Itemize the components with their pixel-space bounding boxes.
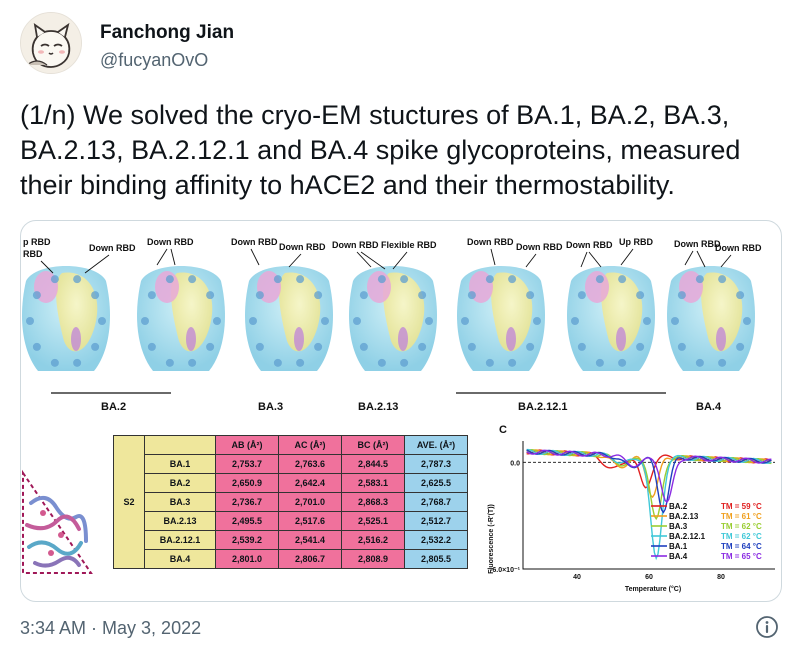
y-tick-label: 0.0: [510, 460, 520, 467]
table-row: BA.1 2,753.7 2,763.6 2,844.5 2,787.3: [114, 454, 468, 474]
tweet-header: Fanchong Jian @fucyanOvO: [20, 8, 780, 78]
series-line-ba4: [526, 449, 772, 504]
chart-panel-label: C: [499, 424, 507, 436]
svg-text:Down RBD: Down RBD: [279, 242, 326, 252]
legend-tm-label: TM = 62 °C: [721, 532, 762, 541]
svg-text:Down RBD: Down RBD: [147, 237, 194, 247]
svg-text:Down RBD: Down RBD: [231, 237, 278, 247]
svg-text:Down RBD: Down RBD: [566, 240, 613, 250]
spike-structure-7: [667, 266, 755, 371]
x-axis-label: Temperature (°C): [625, 585, 681, 593]
table-header: AVE. (Å²): [404, 435, 468, 455]
author-handle[interactable]: @fucyanOvO: [100, 50, 209, 70]
svg-text:RBD: RBD: [23, 249, 43, 259]
svg-text:Down RBD: Down RBD: [467, 237, 514, 247]
molecule-detail-image: [22, 469, 93, 574]
svg-text:Down RBD: Down RBD: [674, 239, 721, 249]
legend-tm-label: TM = 65 °C: [721, 552, 762, 561]
x-tick-label: 60: [645, 574, 653, 581]
table-row: BA.2.13 2,495.5 2,517.6 2,525.1 2,512.7: [114, 511, 468, 531]
tweet-text: (1/n) We solved the cryo-EM stuctures of…: [20, 100, 741, 200]
interface-area-table: S2 AB (Å²) AC (Å²) BC (Å²) AVE. (Å²) BA.…: [113, 435, 468, 569]
legend-label: BA.2: [669, 502, 688, 511]
table-header: BC (Å²): [341, 435, 405, 455]
y-axis-label: Fluorescence (-R'(T)): [488, 504, 495, 574]
thermostability-chart: C Fluorescence (-R'(T)) Temperature (°C)…: [488, 424, 775, 593]
legend-label: BA.2.13: [669, 512, 699, 521]
y-tick-label: -6.0×10⁻¹: [490, 567, 521, 574]
svg-text:p RBD: p RBD: [23, 237, 51, 247]
svg-text:Down RBD: Down RBD: [89, 243, 136, 253]
structure-label-ba213: BA.2.13: [358, 401, 398, 413]
svg-text:Down RBD: Down RBD: [516, 242, 563, 252]
spike-structure-2: [137, 266, 225, 371]
cartoon-cat-avatar[interactable]: [20, 12, 82, 74]
spike-structure-4: [349, 266, 437, 371]
svg-text:Up RBD: Up RBD: [619, 237, 653, 247]
info-icon[interactable]: [754, 614, 780, 640]
chart-axes: [522, 441, 775, 570]
tweet-timestamp[interactable]: 3:34 AM · May 3, 2022: [20, 618, 202, 638]
spike-structure-3: [245, 266, 333, 371]
table-header: AB (Å²): [215, 435, 279, 455]
legend-label: BA.1: [669, 542, 688, 551]
table-header: AC (Å²): [278, 435, 342, 455]
structure-label-ba4: BA.4: [696, 401, 722, 413]
spike-structure-6: [567, 266, 655, 371]
legend-tm-label: TM = 62 °C: [721, 522, 762, 531]
structure-annotations: p RBD RBD Down RBD Down RBD Down RBD Dow…: [23, 237, 762, 274]
x-tick-label: 80: [717, 574, 725, 581]
legend-label: BA.3: [669, 522, 688, 531]
spike-structure-5: [457, 266, 545, 371]
legend-label: BA.4: [669, 552, 688, 561]
tweet-footer: 3:34 AM · May 3, 2022: [20, 614, 780, 642]
table-row: BA.2.12.1 2,539.2 2,541.4 2,516.2 2,532.…: [114, 530, 468, 550]
legend-tm-label: TM = 64 °C: [721, 542, 762, 551]
table-row: BA.4 2,801.0 2,806.7 2,808.9 2,805.5: [114, 549, 468, 569]
legend-tm-label: TM = 61 °C: [721, 512, 762, 521]
structure-label-ba2121: BA.2.12.1: [518, 401, 568, 413]
legend-label: BA.2.12.1: [669, 532, 706, 541]
tweet-media-figure[interactable]: p RBD RBD Down RBD Down RBD Down RBD Dow…: [20, 220, 782, 602]
structure-label-ba2: BA.2: [101, 401, 126, 413]
legend-tm-label: TM = 59 °C: [721, 502, 762, 511]
spike-structure-1: [22, 266, 110, 371]
spike-structures-panel: p RBD RBD Down RBD Down RBD Down RBD Dow…: [22, 237, 762, 413]
svg-text:Down RBD: Down RBD: [715, 243, 762, 253]
svg-text:Flexible RBD: Flexible RBD: [381, 240, 437, 250]
svg-text:Down RBD: Down RBD: [332, 240, 379, 250]
x-tick-label: 40: [573, 574, 581, 581]
table-row-group: S2: [113, 435, 145, 569]
structure-label-ba3: BA.3: [258, 401, 283, 413]
table-row: BA.3 2,736.7 2,701.0 2,868.3 2,768.7: [114, 492, 468, 512]
series-line-ba2121: [526, 448, 772, 561]
table-row: BA.2 2,650.9 2,642.4 2,583.1 2,625.5: [114, 473, 468, 493]
author-name[interactable]: Fanchong Jian: [100, 22, 235, 43]
